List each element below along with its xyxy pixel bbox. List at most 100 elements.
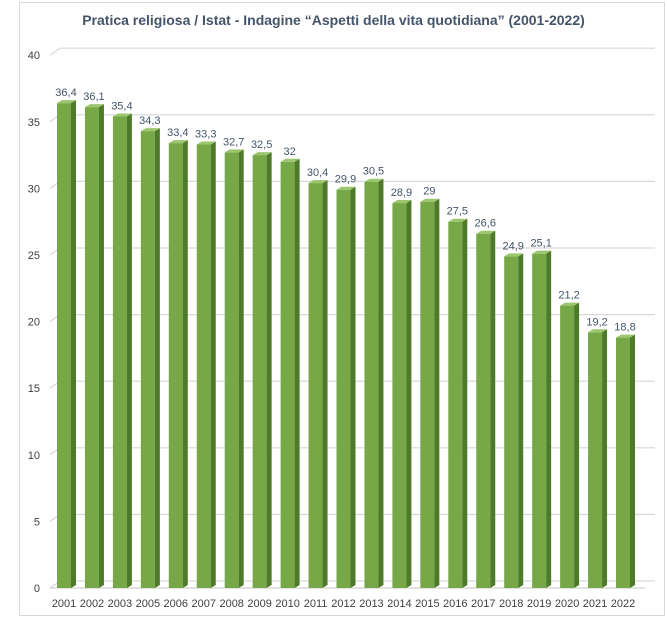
x-tick-label: 2017 — [471, 598, 495, 610]
bar-side — [350, 186, 356, 588]
bar-top — [364, 178, 384, 182]
bar-top — [392, 200, 412, 204]
bar-top — [140, 128, 160, 132]
bar-side — [462, 218, 468, 588]
bar-top — [308, 180, 328, 184]
y-tick-label: 10 — [28, 450, 40, 462]
bar-top — [168, 140, 188, 144]
data-label: 30,5 — [363, 166, 384, 178]
data-label: 24,9 — [502, 240, 523, 252]
bar — [448, 221, 463, 588]
x-tick-label: 2020 — [555, 598, 579, 610]
x-tick-label: 2015 — [415, 598, 439, 610]
bar — [364, 181, 379, 589]
data-label: 32 — [283, 146, 295, 158]
y-tick-label: 5 — [34, 516, 40, 528]
bar-top — [504, 253, 524, 257]
bar-side — [602, 329, 608, 588]
bar — [560, 305, 575, 588]
bar-side — [434, 198, 440, 588]
bar-side — [406, 200, 412, 588]
x-tick-label: 2022 — [611, 598, 635, 610]
data-label: 36,4 — [55, 87, 76, 99]
bar — [252, 155, 267, 588]
bar — [112, 116, 127, 589]
x-tick-label: 2001 — [52, 598, 76, 610]
x-tick-label: 2008 — [219, 598, 243, 610]
x-tick-label: 2016 — [443, 598, 467, 610]
y-tick-label: 0 — [34, 583, 40, 595]
bar — [84, 107, 99, 588]
bar-side — [126, 113, 132, 589]
chart-title: Pratica religiosa / Istat - Indagine “As… — [82, 12, 585, 28]
bar — [57, 103, 71, 588]
bar-side — [490, 230, 496, 589]
bar-top — [57, 100, 76, 104]
bar — [532, 253, 547, 588]
bar-top — [224, 149, 244, 153]
data-label: 21,2 — [558, 290, 579, 302]
x-tick-label: 2012 — [331, 598, 355, 610]
bar — [616, 337, 630, 588]
bar-side — [546, 250, 552, 588]
x-tick-label: 2019 — [527, 598, 551, 610]
bar-top — [476, 230, 496, 234]
bar-top — [448, 218, 468, 222]
bar — [504, 256, 519, 588]
data-label: 33,4 — [167, 127, 188, 139]
bar — [392, 203, 407, 588]
bar-side — [210, 141, 216, 588]
bar-top — [532, 250, 552, 254]
bar-top — [420, 198, 440, 202]
x-tick-label: 2006 — [164, 598, 188, 610]
data-label: 35,4 — [111, 100, 132, 112]
data-label: 32,5 — [251, 139, 272, 151]
data-label: 29 — [423, 186, 435, 198]
bar — [420, 201, 435, 588]
x-tick-label: 2007 — [192, 598, 216, 610]
bar — [476, 233, 491, 589]
y-tick-label: 20 — [28, 317, 40, 329]
bar-side — [630, 334, 635, 588]
bar — [336, 189, 351, 588]
bar-top — [112, 113, 132, 117]
data-label: 19,2 — [586, 316, 607, 328]
bar — [140, 131, 155, 588]
data-label: 28,9 — [391, 187, 412, 199]
bar-side — [154, 128, 160, 588]
bar-top — [336, 186, 356, 190]
y-tick-label: 25 — [28, 250, 40, 262]
x-tick-label: 2009 — [247, 598, 271, 610]
bar-side — [266, 152, 272, 588]
x-tick-label: 2013 — [359, 598, 383, 610]
data-label: 29,9 — [335, 174, 356, 186]
bar — [280, 161, 295, 588]
data-label: 27,5 — [447, 206, 468, 218]
bar-side — [518, 253, 524, 588]
bar-top — [252, 152, 272, 156]
bar-top — [280, 158, 300, 162]
x-tick-label: 2014 — [387, 598, 411, 610]
bar — [588, 332, 603, 588]
data-label: 33,3 — [195, 128, 216, 140]
x-tick-label: 2002 — [80, 598, 104, 610]
data-label: 34,3 — [139, 115, 160, 127]
y-tick-label: 35 — [28, 117, 40, 129]
data-label: 36,1 — [83, 91, 104, 103]
bar-side — [71, 100, 76, 588]
bar-top — [560, 302, 580, 306]
bar-side — [322, 180, 328, 588]
y-tick-label: 40 — [28, 50, 40, 62]
y-tick-label: 30 — [28, 183, 40, 195]
data-label: 26,6 — [475, 218, 496, 230]
x-tick-label: 2018 — [499, 598, 523, 610]
bar-side — [98, 104, 104, 588]
data-label: 30,4 — [307, 167, 328, 179]
x-tick-label: 2003 — [108, 598, 132, 610]
gridline — [49, 47, 655, 56]
bar-side — [378, 178, 384, 589]
data-label: 25,1 — [530, 238, 551, 250]
bar-side — [294, 158, 300, 588]
y-tick-label: 15 — [28, 383, 40, 395]
bar-top — [588, 329, 608, 333]
